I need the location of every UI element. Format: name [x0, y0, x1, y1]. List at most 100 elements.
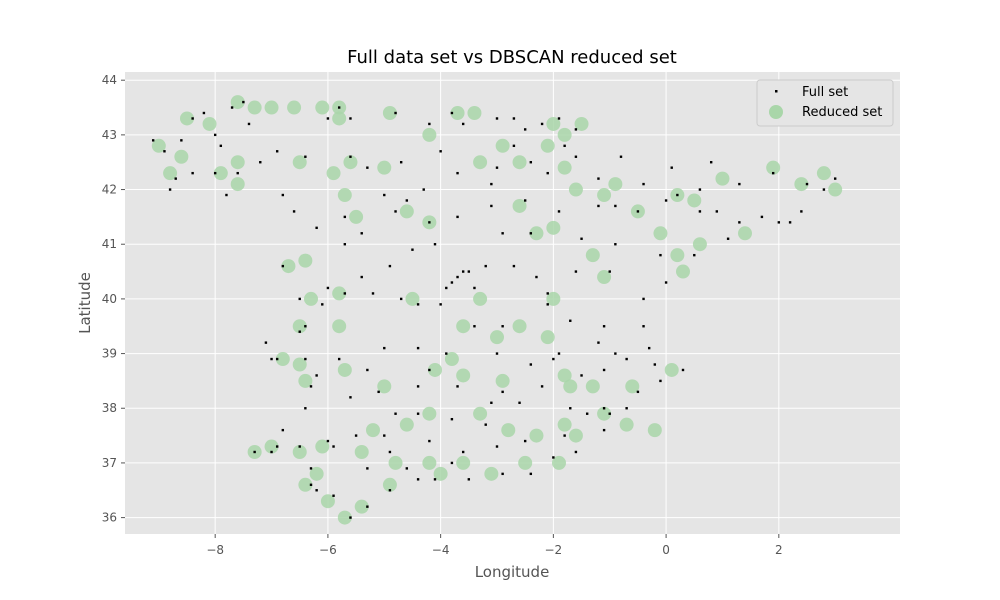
full-set-point — [540, 122, 544, 126]
reduced-set-point — [230, 95, 245, 110]
reduced-set-point — [264, 439, 279, 454]
full-set-point — [490, 401, 493, 404]
full-set-point — [569, 319, 572, 322]
x-tick-label: 0 — [662, 543, 670, 557]
full-set-point — [461, 270, 465, 273]
reduced-set-point — [354, 444, 369, 459]
full-set-point — [501, 232, 504, 235]
full-set-point — [512, 264, 516, 268]
reduced-set-point — [557, 160, 572, 175]
full-set-point — [309, 483, 313, 486]
full-set-point — [574, 450, 578, 454]
full-set-point — [383, 346, 386, 350]
full-set-point — [777, 221, 781, 224]
full-set-point — [602, 428, 606, 432]
reduced-set-point — [320, 494, 335, 509]
full-set-point — [529, 472, 533, 476]
full-set-point — [366, 467, 369, 470]
full-set-point — [698, 188, 702, 191]
reduced-set-point — [597, 406, 612, 421]
full-set-point — [636, 390, 640, 394]
reduced-set-point — [298, 477, 313, 492]
full-set-point — [360, 275, 363, 279]
reduced-set-point — [343, 155, 358, 170]
full-set-point — [552, 456, 555, 459]
reduced-set-point — [151, 138, 166, 153]
reduced-set-point — [625, 379, 640, 394]
full-set-point — [315, 374, 318, 377]
full-set-point — [800, 210, 803, 213]
full-set-point — [636, 210, 640, 213]
reduced-set-point — [490, 330, 504, 345]
full-set-point — [653, 363, 657, 366]
full-set-point — [337, 106, 341, 109]
reduced-set-point — [287, 100, 302, 115]
full-set-point — [563, 144, 566, 148]
full-set-point — [738, 182, 741, 186]
reduced-set-point — [557, 368, 572, 383]
reduced-set-point — [444, 352, 459, 367]
full-set-point — [647, 346, 651, 350]
full-set-point — [495, 352, 499, 355]
full-set-point — [304, 155, 307, 158]
reduced-set-point — [332, 286, 347, 301]
full-set-point — [275, 357, 279, 361]
reduced-set-point — [738, 226, 752, 241]
full-set-point — [693, 253, 696, 257]
reduced-set-point — [484, 466, 499, 481]
reduced-set-point — [495, 373, 510, 388]
full-set-point — [546, 171, 549, 175]
full-set-point — [202, 111, 206, 115]
full-set-point — [495, 445, 499, 448]
reduced-set-point — [326, 166, 341, 181]
full-set-point — [230, 106, 234, 109]
reduced-set-point — [529, 226, 544, 241]
full-set-point — [450, 417, 454, 421]
y-axis-label: Latitude — [76, 272, 94, 334]
chart-title: Full data set vs DBSCAN reduced set — [347, 47, 677, 68]
full-set-point — [597, 204, 600, 208]
full-set-point — [501, 472, 504, 476]
full-set-point — [608, 270, 611, 273]
full-set-point — [399, 161, 403, 164]
reduced-set-point — [382, 477, 397, 492]
reduced-set-point — [456, 455, 471, 470]
full-set-point — [428, 221, 431, 224]
legend-marker-reduced-set — [769, 105, 783, 119]
full-set-point — [174, 177, 177, 180]
reduced-set-point — [230, 177, 245, 192]
reduced-set-point — [568, 428, 583, 443]
full-set-point — [833, 177, 837, 180]
full-set-point — [664, 199, 668, 202]
full-set-point — [275, 445, 279, 448]
reduced-set-point — [540, 330, 555, 345]
reduced-set-point — [828, 182, 843, 197]
full-set-point — [512, 144, 516, 148]
reduced-set-point — [332, 319, 347, 334]
full-set-point — [552, 357, 555, 361]
reduced-set-point — [568, 182, 583, 197]
x-tick-label: −6 — [319, 543, 337, 557]
reduced-set-point — [377, 379, 392, 394]
reduced-set-point — [332, 111, 347, 126]
full-set-point — [428, 439, 431, 443]
full-set-point — [602, 368, 606, 372]
full-set-point — [343, 243, 347, 246]
full-set-point — [298, 330, 301, 333]
full-set-point — [275, 150, 279, 153]
full-set-point — [608, 412, 611, 415]
reduced-set-point — [163, 166, 178, 181]
full-set-point — [349, 516, 352, 519]
full-set-point — [529, 232, 533, 235]
reduced-set-point — [766, 160, 781, 175]
full-set-point — [433, 478, 437, 481]
full-set-point — [366, 166, 369, 169]
full-set-point — [805, 182, 809, 186]
reduced-set-point — [349, 209, 364, 224]
reduced-set-point — [309, 466, 324, 481]
full-set-point — [501, 390, 504, 394]
full-set-point — [535, 275, 538, 279]
full-set-point — [298, 445, 301, 448]
full-set-point — [580, 374, 583, 377]
full-set-point — [664, 281, 668, 284]
